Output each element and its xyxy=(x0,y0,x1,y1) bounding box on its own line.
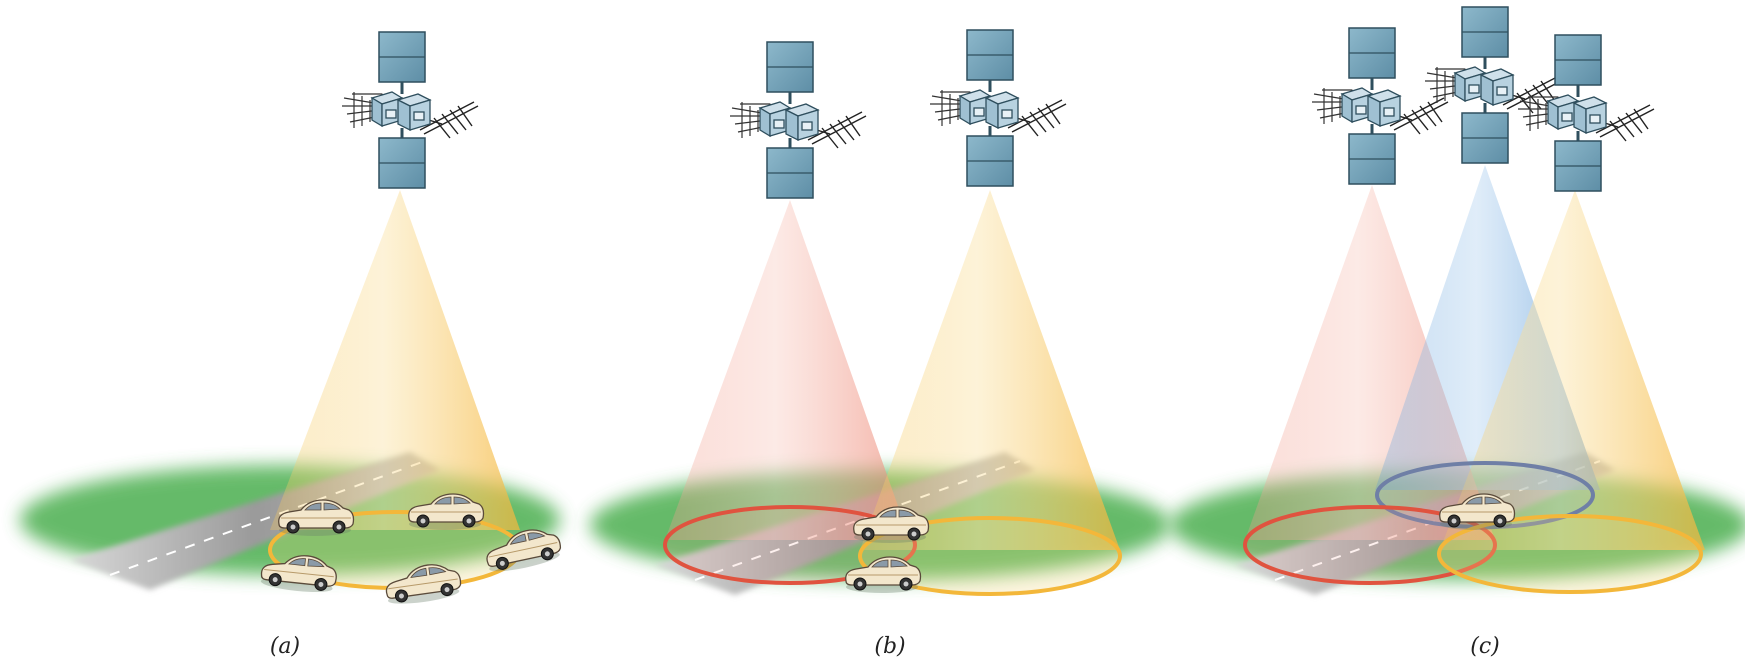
panel-label-b: (b) xyxy=(874,634,906,659)
satellite-icon xyxy=(928,28,1068,188)
coverage-ring-red xyxy=(1243,505,1497,585)
satellite-icon xyxy=(1310,26,1450,186)
panel-label-a: (a) xyxy=(269,634,301,659)
beam-yellow xyxy=(1440,190,1705,550)
satellite-icon xyxy=(340,30,480,190)
panel-label-c: (c) xyxy=(1470,634,1500,659)
satellite-icon xyxy=(728,40,868,200)
coverage-ring-yellow xyxy=(1437,514,1703,594)
panel-b xyxy=(590,28,1170,596)
road-lane-marking xyxy=(109,460,426,576)
beam-yellow xyxy=(270,190,520,530)
panel-c xyxy=(1170,5,1745,595)
beam-red xyxy=(665,200,910,540)
beam-yellow xyxy=(860,190,1120,550)
satellite-icon xyxy=(1516,33,1656,193)
satellite-icon xyxy=(1423,5,1563,165)
panel-a xyxy=(20,30,565,608)
coverage-ring-red xyxy=(663,505,917,585)
